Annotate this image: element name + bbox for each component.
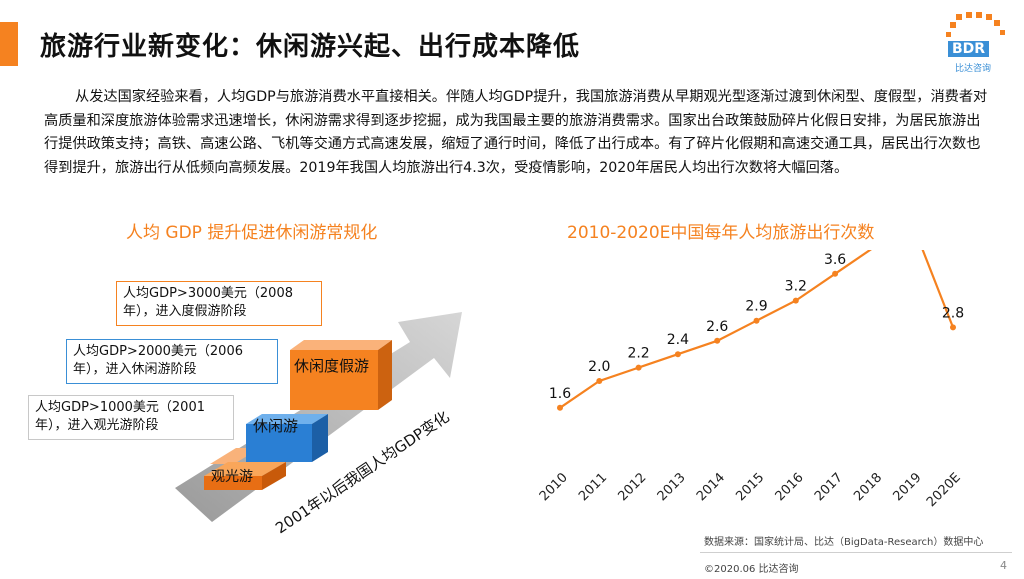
logo-icon <box>946 12 1005 37</box>
data-label: 1.6 <box>549 386 571 402</box>
data-label: 2.2 <box>627 346 649 362</box>
x-tick-label: 2020E <box>924 470 964 510</box>
gdp-stage-illustration: 观光游 休闲游 休闲度假游 2001年以后我国人均GDP变化 <box>175 312 462 537</box>
data-point <box>714 337 721 344</box>
page-number: 4 <box>1000 559 1007 572</box>
data-point <box>635 364 642 371</box>
data-label: 2.9 <box>745 299 767 315</box>
data-point <box>557 404 563 411</box>
block-vacation <box>290 350 378 410</box>
block-vacation-label: 休闲度假游 <box>294 357 369 375</box>
line-chart: 1.6 2010 2.0 2011 2.2 2012 2.4 2013 2.6 2014 2.9 20… <box>537 250 964 510</box>
series-line <box>559 250 955 409</box>
stage-box-leisure-text: 人均GDP>2000美元（2006年），进入休闲游阶段 <box>73 344 243 377</box>
left-panel-title: 人均 GDP 提升促进休闲游常规化 <box>126 223 378 243</box>
block-sightseeing-label: 观光游 <box>211 469 253 485</box>
x-tick-label: 2018 <box>851 470 885 504</box>
data-point <box>596 378 603 384</box>
block-leisure-label: 休闲游 <box>253 417 298 435</box>
data-point <box>950 324 956 331</box>
data-label: 3.2 <box>785 279 807 295</box>
data-label: 2.0 <box>588 359 610 375</box>
page-title: 旅游行业新变化：休闲游兴起、出行成本降低 <box>40 32 581 62</box>
data-label: 3.6 <box>824 252 846 268</box>
data-point <box>674 351 681 358</box>
stage-box-sightseeing-text: 人均GDP>1000美元（2001年），进入观光游阶段 <box>35 400 205 433</box>
data-point <box>792 297 799 304</box>
logo-brand: BDR <box>948 41 990 57</box>
intro-paragraph: 从发达国家经验来看，人均GDP与旅游消费水平直接相关。伴随人均GDP提升，我国旅… <box>44 89 988 176</box>
x-tick-label: 2011 <box>576 470 610 504</box>
footer-divider <box>700 552 1012 553</box>
data-label: 2.6 <box>706 319 728 335</box>
data-point <box>753 317 760 324</box>
data-label: 2.4 <box>667 332 689 348</box>
x-tick-label: 2012 <box>615 470 649 504</box>
stage-box-vacation-text: 人均GDP>3000美元（2008年），进入度假游阶段 <box>123 286 293 319</box>
x-tick-label: 2013 <box>655 470 689 504</box>
data-source: 数据来源：国家统计局、比达（BigData-Research）数据中心 <box>704 537 984 548</box>
block-leisure <box>246 424 312 462</box>
x-tick-label: 2019 <box>891 470 925 504</box>
stage-box-leisure: 人均GDP>2000美元（2006年），进入休闲游阶段 <box>66 339 278 384</box>
x-tick-label: 2015 <box>733 470 767 504</box>
x-tick-label: 2010 <box>537 470 571 504</box>
data-label: 2.8 <box>942 305 964 321</box>
stage-box-vacation: 人均GDP>3000美元（2008年），进入度假游阶段 <box>116 281 322 326</box>
logo-name: 比达咨询 <box>955 64 992 74</box>
x-tick-label: 2017 <box>812 470 846 504</box>
x-tick-label: 2016 <box>773 470 807 504</box>
stage-box-sightseeing: 人均GDP>1000美元（2001年），进入观光游阶段 <box>28 395 234 440</box>
title-accent-bar <box>0 22 18 66</box>
x-tick-label: 2014 <box>694 470 728 504</box>
chart-title: 2010-2020E中国每年人均旅游出行次数 <box>567 223 875 243</box>
copyright: ©2020.06 比达咨询 <box>704 564 799 575</box>
block-sightseeing <box>204 476 262 490</box>
data-point <box>832 270 839 277</box>
